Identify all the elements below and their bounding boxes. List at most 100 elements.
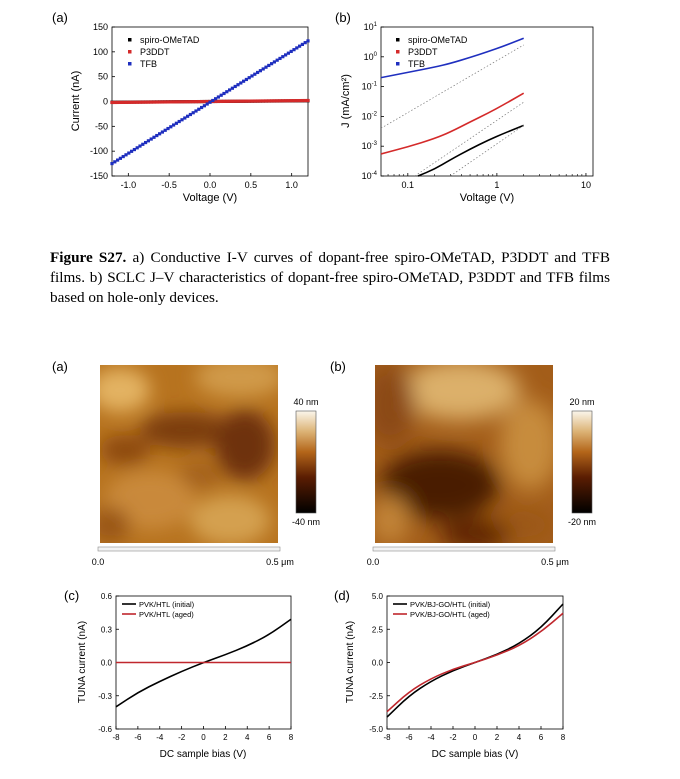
chart-d-ytick-label: 5.0 — [372, 592, 384, 601]
afm-b-ruler — [372, 546, 556, 552]
chart-c-xtick-label: 8 — [289, 733, 294, 742]
chart-d-xtick-label: -2 — [449, 733, 457, 742]
tuna-c-label: (c) — [64, 588, 79, 603]
chart-b-legend-label: TFB — [408, 59, 425, 69]
afm-b-x-end: 0.5 μm — [541, 557, 569, 567]
chart-a-xlabel: Voltage (V) — [183, 192, 237, 204]
chart-a-legend-marker — [128, 50, 132, 54]
caption-text: a) Conductive I-V curves of dopant-free … — [50, 249, 610, 306]
chart-b-legend-label: P3DDT — [408, 47, 438, 57]
caption-label: Figure S27. — [50, 249, 127, 266]
afm-a-scale-bottom: -40 nm — [292, 517, 320, 527]
chart-b-xtick-label: 1 — [494, 180, 499, 190]
chart-c-xtick-label: 4 — [245, 733, 250, 742]
afm-a-colorbar — [295, 410, 317, 514]
chart-b-fit-line — [380, 44, 524, 129]
chart-b-fit-line — [450, 125, 524, 177]
chart-d-xtick-label: -6 — [405, 733, 413, 742]
chart-a-xtick-label: 0.0 — [204, 180, 217, 190]
chart-d-ytick-label: 2.5 — [372, 625, 384, 634]
chart-b-xtick-label: 10 — [581, 180, 591, 190]
chart-d-xlabel: DC sample bias (V) — [432, 749, 519, 760]
chart-d-legend-label: PVK/BJ-GO/HTL (aged) — [410, 610, 490, 619]
chart-a-ytick-label: 50 — [98, 72, 108, 82]
chart-b-ytick-label: 10-3 — [362, 141, 378, 151]
chart-b-legend-marker — [396, 62, 400, 66]
chart-c-ylabel: TUNA current (nA) — [77, 621, 88, 703]
chart-c-xtick-label: -2 — [178, 733, 186, 742]
chart-b-ylabel: J (mA/cm²) — [340, 74, 352, 128]
chart-c: -8 -6 -4 -2 0 2 4 6 8 -0.6 -0.3 0.0 0.3 0.6 PVK/HTL (i… — [98, 592, 294, 742]
chart-d-xtick-label: -4 — [427, 733, 435, 742]
chart-b-fit-line — [414, 101, 524, 177]
chart-b-ytick-label: 101 — [364, 22, 378, 32]
chart-b-ytick-label: 100 — [364, 52, 378, 62]
chart-a-ytick-label: 100 — [93, 47, 108, 57]
afm-a-x-start: 0.0 — [92, 557, 105, 567]
afm-image-a — [100, 365, 278, 543]
chart-a-legend-label: TFB — [140, 59, 157, 69]
tuna-d-label: (d) — [334, 588, 350, 603]
chart-c-xtick-label: 6 — [267, 733, 272, 742]
chart-d-xtick-label: 8 — [561, 733, 566, 742]
chart-c-xtick-label: 2 — [223, 733, 228, 742]
figure-caption: Figure S27. a) Conductive I-V curves of … — [50, 248, 610, 308]
chart-c-ytick-label: 0.6 — [101, 592, 113, 601]
afm-b-scale-bottom: -20 nm — [568, 517, 596, 527]
chart-d-series-line — [386, 603, 564, 718]
chart-b-ytick-label: 10-1 — [362, 82, 378, 92]
chart-a-xtick-label: -1.0 — [121, 180, 137, 190]
afm-a-scale-top: 40 nm — [293, 397, 318, 407]
chart-a-ylabel: Current (nA) — [70, 71, 82, 132]
chart-c-xtick-label: -8 — [112, 733, 120, 742]
tuna-charts: (c) (d) -8 -6 -4 -2 0 2 4 6 8 -0.6 -0.3 0.0 0.3 0.6 PV… — [64, 588, 566, 760]
chart-c-ytick-label: 0.0 — [101, 659, 113, 668]
chart-c-ytick-label: -0.6 — [98, 725, 112, 734]
chart-d-legend-label: PVK/BJ-GO/HTL (initial) — [410, 600, 491, 609]
afm-b-scale-top: 20 nm — [569, 397, 594, 407]
chart-b-legend-label: spiro-OMeTAD — [408, 35, 468, 45]
afm-b-label: (b) — [330, 359, 346, 374]
chart-d-xtick-label: 2 — [495, 733, 500, 742]
panel-a-label: (a) — [52, 10, 68, 25]
chart-b-xtick-label: 0.1 — [402, 180, 415, 190]
chart-d-xtick-label: -8 — [383, 733, 391, 742]
chart-c-legend-label: PVK/HTL (initial) — [139, 600, 195, 609]
chart-d-ylabel: TUNA current (nA) — [345, 621, 356, 703]
chart-d-xtick-label: 6 — [539, 733, 544, 742]
figure-s27-charts: (a) (b) -1.0 -0.5 0.0 0.5 1.0 -150 -100 -50 0 50 1… — [52, 10, 594, 204]
chart-a-ytick-label: -100 — [90, 146, 108, 156]
chart-c-legend-label: PVK/HTL (aged) — [139, 610, 194, 619]
afm-a-x-end: 0.5 μm — [266, 557, 294, 567]
chart-a-legend-marker — [128, 38, 132, 42]
afm-panels: (a) (b) 40 nm -40 nm 20 — [52, 359, 596, 567]
chart-a-ytick-label: -150 — [90, 171, 108, 181]
chart-c-xtick-label: -4 — [156, 733, 164, 742]
afm-b-colorbar — [571, 410, 593, 514]
chart-a-series-line — [111, 40, 309, 165]
chart-b-frame — [380, 26, 594, 177]
chart-b-legend-marker — [396, 38, 400, 42]
chart-d: -8 -6 -4 -2 0 2 4 6 8 -5.0 -2.5 0.0 2.5 5.0 PVK/BJ-GO/… — [369, 592, 566, 742]
chart-a-ytick-label: 0 — [103, 97, 108, 107]
afm-a-label: (a) — [52, 359, 68, 374]
chart-a-legend-marker — [128, 62, 132, 66]
chart-c-xlabel: DC sample bias (V) — [160, 749, 247, 760]
chart-b: 0.1 1 10 10-4 10-3 10-2 10-1 100 101 spiro-OMeTAD… — [362, 22, 594, 190]
chart-a: -1.0 -0.5 0.0 0.5 1.0 -150 -100 -50 0 50 100 150 spi… — [90, 22, 310, 190]
chart-c-xtick-label: 0 — [201, 733, 206, 742]
chart-b-series-line — [380, 92, 525, 155]
chart-a-legend-label: spiro-OMeTAD — [140, 35, 200, 45]
chart-d-xtick-label: 4 — [517, 733, 522, 742]
chart-b-xlabel: Voltage (V) — [460, 192, 514, 204]
chart-a-ytick-label: -50 — [95, 121, 108, 131]
panel-b-label: (b) — [335, 10, 351, 25]
afm-image-b — [375, 365, 553, 543]
afm-b-x-start: 0.0 — [367, 557, 380, 567]
chart-c-ytick-label: -0.3 — [98, 692, 112, 701]
afm-a-ruler — [97, 546, 281, 552]
chart-a-xtick-label: 0.5 — [245, 180, 258, 190]
chart-d-ytick-label: -5.0 — [369, 725, 383, 734]
chart-a-point — [110, 161, 114, 166]
chart-d-xtick-label: 0 — [473, 733, 478, 742]
